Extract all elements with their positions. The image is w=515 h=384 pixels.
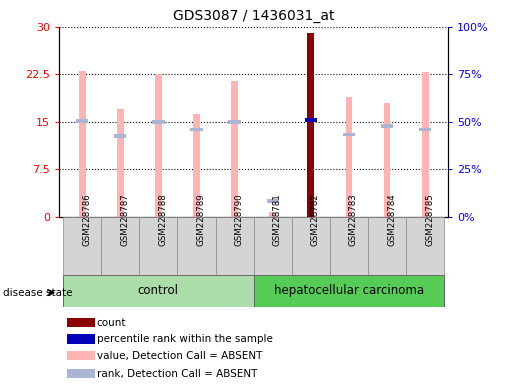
Text: GSM228790: GSM228790 [234,193,244,246]
Bar [307,33,314,217]
Bar [114,134,126,138]
Bar [422,73,428,217]
Bar [117,109,124,217]
Bar [305,118,317,122]
Bar [330,217,368,275]
Bar [269,212,276,217]
Bar [346,97,352,217]
Bar [406,217,444,275]
Bar [343,133,355,136]
Text: disease state: disease state [3,288,72,298]
Bar [368,217,406,275]
Bar [139,217,177,275]
Text: GSM228785: GSM228785 [425,193,434,246]
Bar [253,275,444,307]
Bar [177,217,215,275]
Text: GSM228784: GSM228784 [387,193,396,246]
Text: GSM228781: GSM228781 [273,193,282,246]
Bar [190,127,202,131]
Bar [215,217,253,275]
Text: count: count [97,318,126,328]
Bar [67,369,95,378]
Bar [228,120,241,124]
Title: GDS3087 / 1436031_at: GDS3087 / 1436031_at [173,9,334,23]
Bar [267,199,279,203]
Bar [63,275,253,307]
Bar [253,217,292,275]
Bar [155,74,162,217]
Text: GSM228789: GSM228789 [196,193,205,246]
Bar [67,318,95,328]
Text: GSM228788: GSM228788 [158,193,167,246]
Bar [63,217,101,275]
Bar [292,217,330,275]
Text: GSM228786: GSM228786 [82,193,91,246]
Bar [67,334,95,344]
Text: GSM228783: GSM228783 [349,193,358,246]
Text: hepatocellular carcinoma: hepatocellular carcinoma [274,285,424,297]
Text: GSM228787: GSM228787 [120,193,129,246]
Bar [231,81,238,217]
Text: percentile rank within the sample: percentile rank within the sample [97,334,273,344]
Bar [76,119,88,122]
Text: rank, Detection Call = ABSENT: rank, Detection Call = ABSENT [97,369,257,379]
Bar [419,127,432,131]
Bar [381,124,393,128]
Bar [101,217,139,275]
Text: control: control [138,285,179,297]
Text: value, Detection Call = ABSENT: value, Detection Call = ABSENT [97,351,262,361]
Bar [79,71,85,217]
Bar [384,103,390,217]
Text: GSM228782: GSM228782 [311,193,320,246]
Bar [152,120,164,124]
Bar [193,114,200,217]
Bar [67,351,95,361]
